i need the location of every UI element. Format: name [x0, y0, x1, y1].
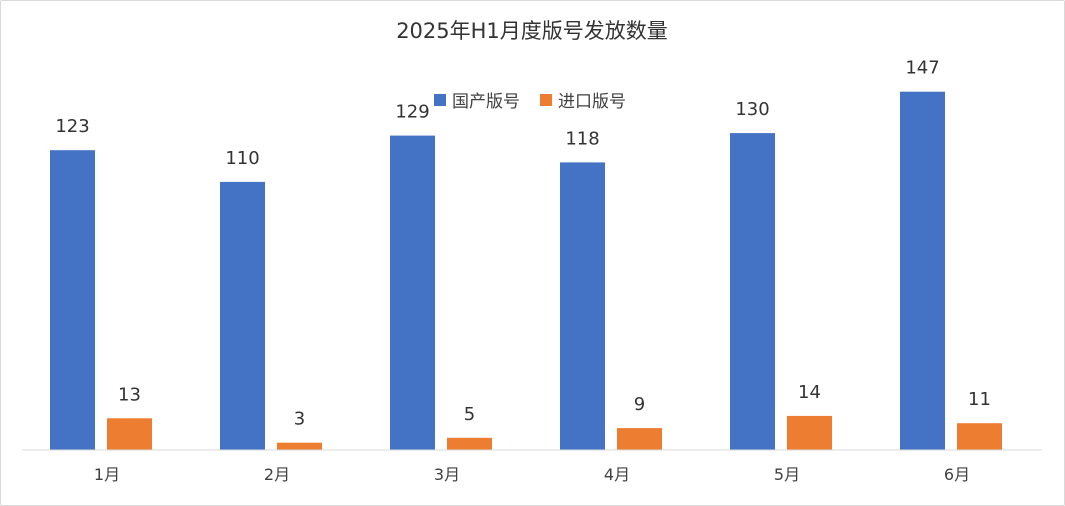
data-label-domestic-1: 123	[55, 116, 89, 137]
bars-group	[50, 91, 1002, 450]
data-label-domestic-4: 118	[565, 128, 599, 149]
x-tick-label-4: 4月	[604, 465, 630, 484]
data-label-domestic-5: 130	[735, 99, 769, 120]
data-label-domestic-6: 147	[905, 58, 939, 79]
legend-swatch-domestic	[434, 94, 446, 106]
bar-import-5	[787, 415, 832, 450]
bar-domestic-2	[220, 181, 265, 450]
bar-domestic-5	[730, 133, 775, 450]
data-label-import-5: 14	[798, 382, 821, 403]
bar-import-4	[617, 428, 662, 450]
legend-label-domestic: 国产版号	[452, 92, 520, 112]
bar-import-6	[957, 423, 1002, 450]
legend-label-import: 进口版号	[558, 92, 626, 112]
bar-import-1	[107, 418, 152, 450]
x-tick-label-6: 6月	[944, 465, 970, 484]
legend: 国产版号 进口版号	[434, 92, 626, 112]
bar-import-3	[447, 437, 492, 450]
bar-domestic-6	[900, 91, 945, 450]
data-label-domestic-3: 129	[395, 102, 429, 123]
x-tick-label-3: 3月	[434, 465, 460, 484]
x-axis-ticks: 1月 2月 3月 4月 5月 6月	[94, 465, 970, 484]
x-tick-label-1: 1月	[94, 465, 120, 484]
data-label-domestic-2: 110	[225, 148, 259, 169]
data-labels-group: 123 13 110 3 129 5 118 9 130 14 147 11	[55, 58, 991, 430]
legend-swatch-import	[540, 94, 552, 106]
data-label-import-1: 13	[118, 384, 141, 405]
data-label-import-6: 11	[968, 389, 991, 410]
data-label-import-2: 3	[294, 409, 305, 430]
data-label-import-3: 5	[464, 404, 475, 425]
data-label-import-4: 9	[634, 394, 645, 415]
x-tick-label-2: 2月	[264, 465, 290, 484]
bar-domestic-3	[390, 135, 435, 450]
bar-domestic-4	[560, 162, 605, 450]
bar-domestic-1	[50, 150, 95, 450]
chart-title: 2025年H1月度版号发放数量	[396, 19, 668, 43]
x-tick-label-5: 5月	[774, 465, 800, 484]
bar-import-2	[277, 442, 322, 450]
